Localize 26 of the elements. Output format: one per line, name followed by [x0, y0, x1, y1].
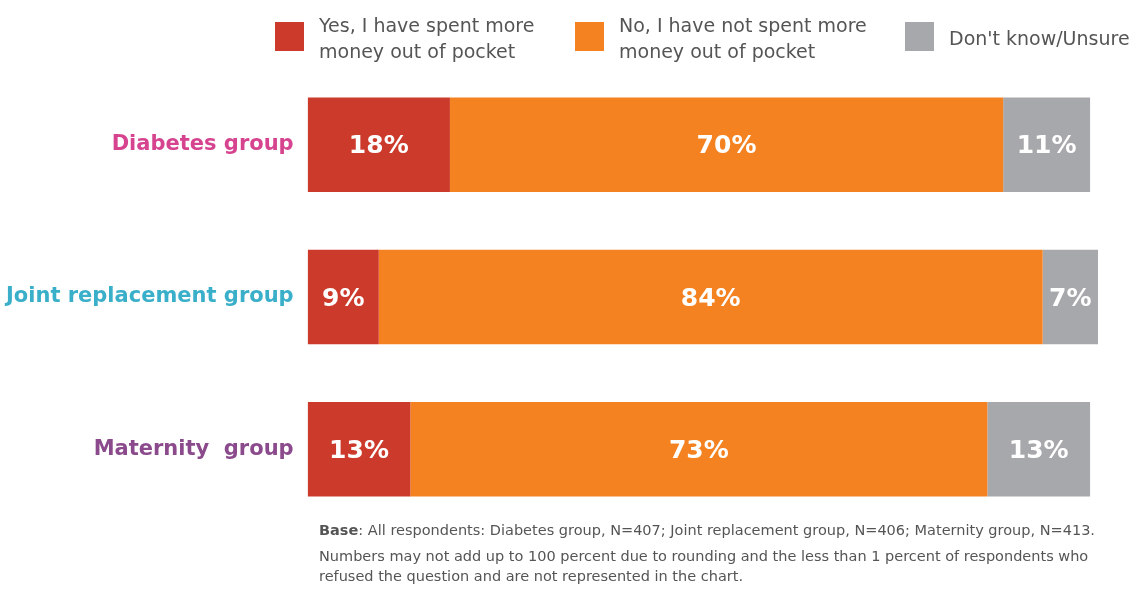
data-label: 84% — [680, 282, 741, 312]
data-label: 73% — [668, 434, 729, 464]
data-label: 70% — [696, 130, 757, 160]
legend-label: No, I have not spent more money out of pocket — [619, 13, 868, 64]
data-label: 11% — [1016, 130, 1077, 160]
data-label: 9% — [321, 282, 365, 312]
data-label: 7% — [1049, 282, 1092, 312]
data-label: 18% — [348, 130, 409, 160]
bar — [449, 97, 1004, 192]
bar — [1042, 249, 1098, 345]
data-label: 13% — [1008, 434, 1069, 464]
bar — [378, 249, 1043, 345]
bar — [987, 402, 1091, 497]
annotation: Base: All respondents: Diabetes group, N=407; Joint replacement group, N=406; Maternity group, N=413. — [319, 521, 1096, 540]
bar — [1003, 97, 1091, 192]
y-tick-label: Maternity group — [93, 435, 294, 460]
bar — [307, 402, 411, 497]
bar — [307, 249, 379, 345]
text: Numbers may not add up to 100 percent due to rounding and the less than 1 percent of respondents who refused the question and are not represented in the chart. — [319, 547, 1090, 586]
data-label: 13% — [329, 434, 389, 464]
bar — [410, 402, 988, 497]
y-tick-label: Diabetes group — [111, 131, 294, 156]
legend-label: Don't know/Unsure — [949, 26, 1130, 51]
legend-label: Yes, I have spent more money out of pocket — [319, 13, 536, 64]
y-tick-label: Joint replacement group — [4, 283, 294, 308]
bar — [307, 97, 450, 192]
